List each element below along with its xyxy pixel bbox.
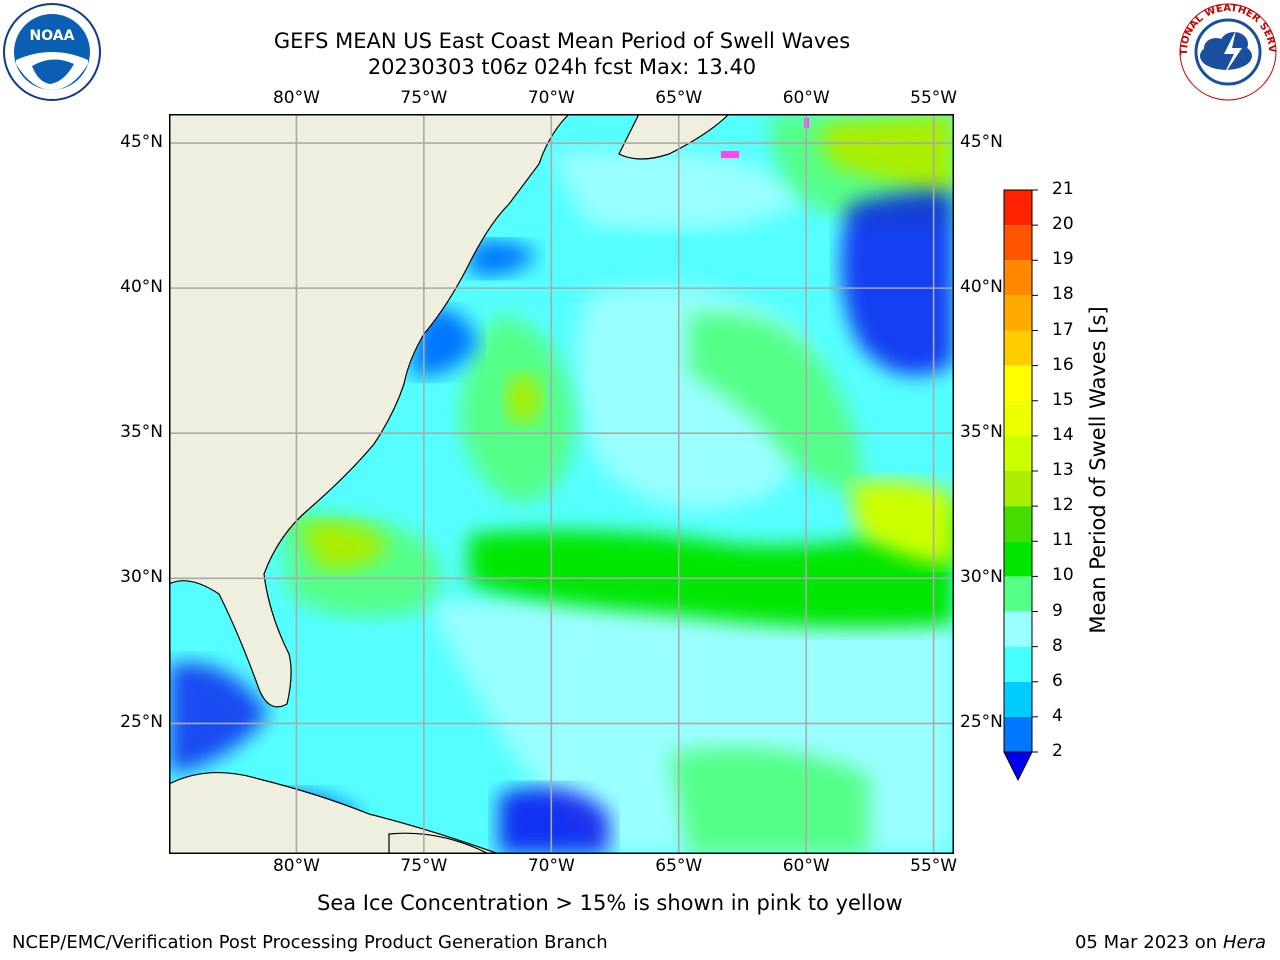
- colorbar-title: Mean Period of Swell Waves [s]: [1086, 306, 1110, 634]
- colorbar-segment: [1004, 611, 1032, 647]
- lat-tick-label: 45°N: [960, 132, 1003, 153]
- lat-tick-label: 40°N: [960, 277, 1003, 298]
- lat-tick-label: 35°N: [120, 422, 163, 443]
- colorbar-tick-label: 20: [1052, 214, 1074, 235]
- map-frame: [169, 114, 954, 854]
- lat-tick-label: 35°N: [960, 422, 1003, 443]
- colorbar-tick-label: 21: [1052, 179, 1074, 199]
- run-date-text: 05 Mar 2023 on: [1074, 932, 1218, 953]
- lon-tick-label: 75°W: [400, 856, 448, 876]
- swell-period-shading: [169, 114, 954, 854]
- nws-logo: NATIONAL WEATHER SERVICE: [1178, 2, 1277, 101]
- colorbar-segment: [1004, 716, 1032, 752]
- lon-tick-label: 70°W: [527, 88, 575, 108]
- colorbar-segment: [1004, 506, 1032, 542]
- us-east-coast: [169, 114, 570, 708]
- colorbar-segment: [1004, 295, 1032, 331]
- nova-scotia: [618, 114, 730, 160]
- lon-tick-label: 55°W: [910, 856, 958, 876]
- colorbar-tick-label: 17: [1052, 319, 1074, 340]
- colorbar: [1003, 189, 1038, 782]
- colorbar-segment: [1004, 646, 1032, 682]
- colorbar-tick-label: 12: [1052, 495, 1074, 516]
- colorbar-tick-label: 19: [1052, 249, 1074, 270]
- swell-period-map: [169, 114, 954, 854]
- lat-tick-label: 45°N: [120, 132, 163, 153]
- lat-tick-label: 25°N: [960, 712, 1003, 733]
- noaa-logo: NOAA: [3, 3, 101, 101]
- colorbar-segment: [1004, 435, 1032, 471]
- colorbar-segment: [1004, 260, 1032, 296]
- colorbar-tick-label: 16: [1052, 354, 1074, 375]
- colorbar-segment: [1004, 225, 1032, 261]
- colorbar-tick-label: 9: [1052, 600, 1063, 621]
- colorbar-segment: [1004, 576, 1032, 612]
- lon-tick-label: 65°W: [655, 856, 703, 876]
- colorbar-tick-label: 2: [1052, 741, 1063, 761]
- colorbar-tick-label: 10: [1052, 565, 1074, 586]
- lat-tick-label: 30°N: [120, 567, 163, 588]
- colorbar-segment: [1004, 471, 1032, 507]
- colorbar-tick-label: 15: [1052, 389, 1074, 410]
- noaa-logo-text: NOAA: [30, 28, 75, 44]
- chart-subtitle: 20230303 t06z 024h fcst Max: 13.40: [367, 55, 757, 79]
- lon-tick-label: 65°W: [655, 88, 703, 108]
- land-areas: [169, 114, 730, 854]
- lon-tick-label: 60°W: [782, 856, 830, 876]
- machine-name: Hera: [1222, 932, 1266, 953]
- colorbar-tick-label: 11: [1052, 530, 1074, 551]
- lat-tick-label: 25°N: [120, 712, 163, 733]
- colorbar-segment: [1004, 330, 1032, 366]
- colorbar-segment: [1004, 681, 1032, 717]
- lon-tick-label: 80°W: [272, 856, 320, 876]
- colorbar-segment: [1004, 190, 1032, 226]
- run-date: 05 Mar 2023 on Hera: [1075, 932, 1266, 953]
- graticule: [169, 114, 954, 854]
- colorbar-tick-label: 13: [1052, 460, 1074, 480]
- colorbar-tick-label: 4: [1052, 705, 1063, 726]
- lon-tick-label: 70°W: [527, 856, 575, 876]
- lat-tick-label: 30°N: [960, 567, 1003, 588]
- colorbar-tick-label: 14: [1052, 424, 1074, 445]
- branch-credit: NCEP/EMC/Verification Post Processing Pr…: [12, 932, 608, 953]
- lon-tick-label: 55°W: [910, 88, 958, 108]
- lat-tick-label: 40°N: [120, 277, 163, 298]
- colorbar-segment: [1004, 365, 1032, 401]
- colorbar-segment: [1004, 541, 1032, 577]
- colorbar-under-arrow: [1003, 751, 1033, 782]
- colorbar-tick-label: 8: [1052, 635, 1063, 656]
- lon-tick-label: 80°W: [272, 88, 320, 108]
- colorbar-tick-label: 18: [1052, 284, 1074, 305]
- lon-tick-label: 75°W: [400, 88, 448, 108]
- sea-ice-patch: [721, 151, 739, 158]
- chart-title: GEFS MEAN US East Coast Mean Period of S…: [273, 29, 851, 53]
- colorbar-segment: [1004, 400, 1032, 436]
- lon-tick-label: 60°W: [782, 88, 830, 108]
- sea-ice-note: Sea Ice Concentration > 15% is shown in …: [317, 891, 903, 915]
- colorbar-tick-label: 6: [1052, 670, 1063, 691]
